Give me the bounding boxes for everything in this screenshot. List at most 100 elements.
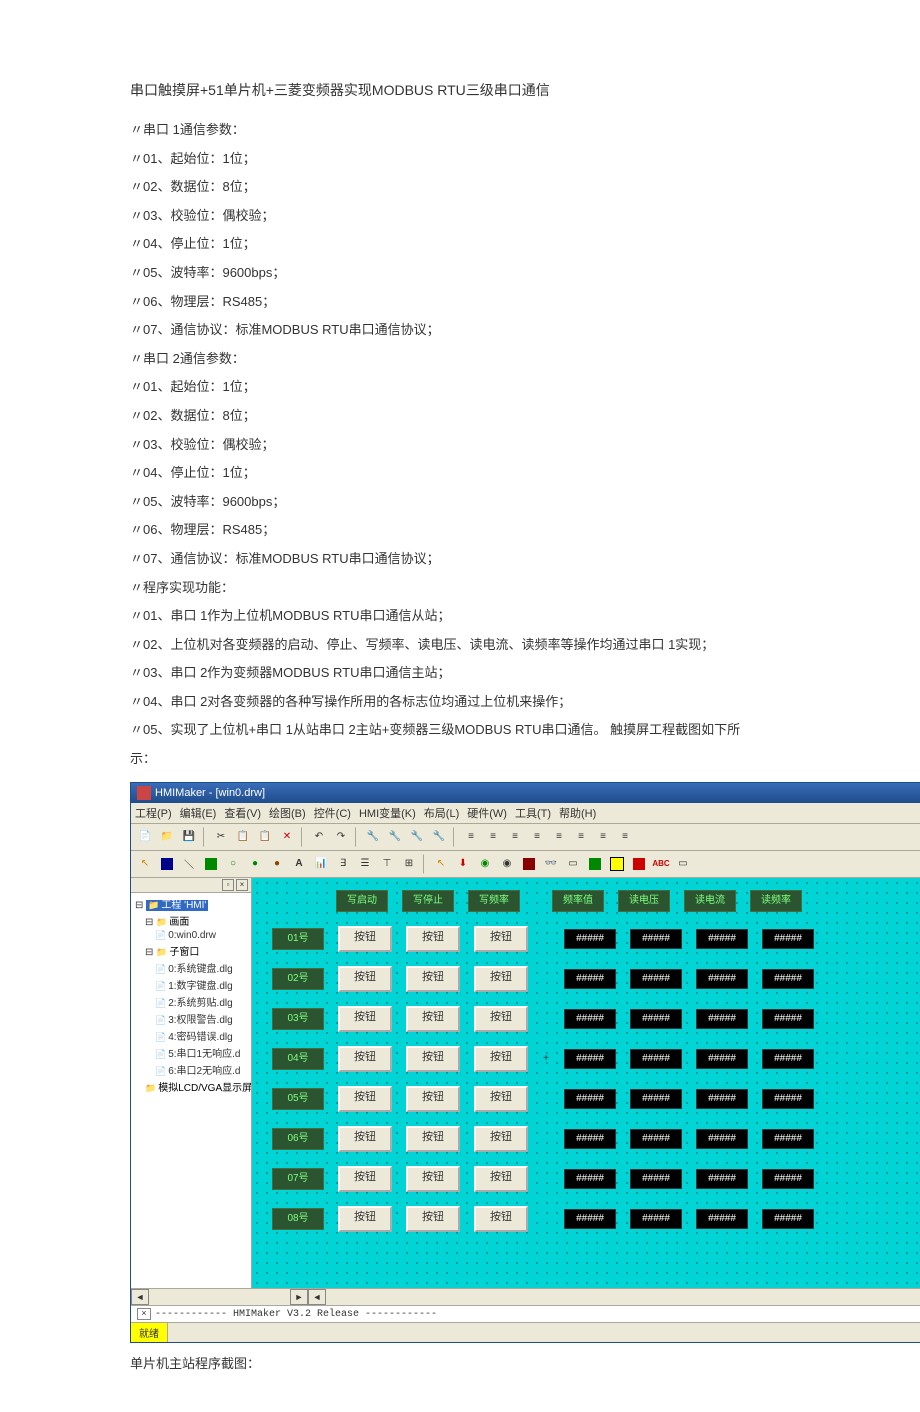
align-icon[interactable]: ≡: [483, 827, 503, 847]
tree-item[interactable]: 6:串口2无响应.d: [155, 1066, 240, 1077]
tool-icon[interactable]: 👓: [541, 854, 561, 874]
rect-icon[interactable]: [629, 854, 649, 874]
text-icon[interactable]: A: [289, 854, 309, 874]
tool-icon[interactable]: ⊤: [377, 854, 397, 874]
tree-item[interactable]: 0:系统键盘.dlg: [155, 964, 233, 975]
button-widget[interactable]: 按钮: [338, 966, 392, 992]
scroll-right-icon[interactable]: ►: [290, 1289, 308, 1305]
tree-pin-icon[interactable]: ▫: [222, 879, 234, 891]
pointer-icon[interactable]: ↖: [135, 854, 155, 874]
button-widget[interactable]: 按钮: [474, 1206, 528, 1232]
tool-icon[interactable]: ∃: [333, 854, 353, 874]
button-widget[interactable]: 按钮: [338, 926, 392, 952]
tool-icon[interactable]: ▭: [563, 854, 583, 874]
scroll-left-icon[interactable]: ◄: [308, 1289, 326, 1305]
open-icon[interactable]: 📁: [157, 827, 177, 847]
menu-item[interactable]: 帮助(H): [559, 808, 596, 820]
menu-item[interactable]: 工具(T): [515, 808, 551, 820]
button-widget[interactable]: 按钮: [338, 1046, 392, 1072]
button-widget[interactable]: 按钮: [406, 1126, 460, 1152]
menu-item[interactable]: 控件(C): [314, 808, 351, 820]
tool-icon[interactable]: 🔧: [407, 827, 427, 847]
tool-icon[interactable]: ◉: [497, 854, 517, 874]
tree-close-icon[interactable]: ×: [236, 879, 248, 891]
button-widget[interactable]: 按钮: [474, 1086, 528, 1112]
circle-icon[interactable]: ●: [245, 854, 265, 874]
menubar[interactable]: 工程(P)编辑(E)查看(V)绘图(B)控件(C)HMI变量(K)布局(L)硬件…: [131, 803, 920, 824]
scroll-left-icon[interactable]: ◄: [131, 1289, 149, 1305]
tree-item[interactable]: 模拟LCD/VGA显示屏: [145, 1083, 252, 1094]
menu-item[interactable]: 硬件(W): [467, 808, 507, 820]
button-widget[interactable]: 按钮: [338, 1206, 392, 1232]
menu-item[interactable]: 绘图(B): [269, 808, 306, 820]
paste-icon[interactable]: 📋: [255, 827, 275, 847]
rect-icon[interactable]: [157, 854, 177, 874]
align-icon[interactable]: ≡: [571, 827, 591, 847]
delete-icon[interactable]: ✕: [277, 827, 297, 847]
undo-icon[interactable]: ↶: [309, 827, 329, 847]
rect-icon[interactable]: [585, 854, 605, 874]
align-icon[interactable]: ≡: [549, 827, 569, 847]
new-icon[interactable]: 📄: [135, 827, 155, 847]
align-icon[interactable]: ≡: [461, 827, 481, 847]
tool-icon[interactable]: 🔧: [385, 827, 405, 847]
output-close-icon[interactable]: ×: [137, 1308, 151, 1320]
rect-icon[interactable]: [201, 854, 221, 874]
button-widget[interactable]: 按钮: [474, 1046, 528, 1072]
tool-icon[interactable]: ◉: [475, 854, 495, 874]
button-widget[interactable]: 按钮: [406, 966, 460, 992]
button-widget[interactable]: 按钮: [406, 926, 460, 952]
tree-item[interactable]: 2:系统剪贴.dlg: [155, 998, 233, 1009]
align-icon[interactable]: ≡: [527, 827, 547, 847]
scrollbar-x[interactable]: ◄ ► ◄ ►: [131, 1288, 920, 1305]
tree-item[interactable]: 0:win0.drw: [155, 930, 216, 941]
project-tree[interactable]: ▫× ⊟ 工程 'HMI'⊟ 画面0:win0.drw⊟ 子窗口0:系统键盘.d…: [131, 878, 252, 1288]
button-widget[interactable]: 按钮: [406, 1006, 460, 1032]
button-widget[interactable]: 按钮: [474, 926, 528, 952]
tool-icon[interactable]: 🔧: [429, 827, 449, 847]
redo-icon[interactable]: ↷: [331, 827, 351, 847]
toolbar-1[interactable]: 📄 📁 💾 ✂ 📋 📋 ✕ ↶ ↷ 🔧 🔧 🔧 🔧 ≡ ≡ ≡ ≡ ≡ ≡ ≡ …: [131, 824, 920, 851]
menu-item[interactable]: 工程(P): [135, 808, 172, 820]
button-widget[interactable]: 按钮: [338, 1006, 392, 1032]
save-icon[interactable]: 💾: [179, 827, 199, 847]
rect-icon[interactable]: [607, 854, 627, 874]
tool-icon[interactable]: ⬇: [453, 854, 473, 874]
pointer-icon[interactable]: ↖: [431, 854, 451, 874]
button-widget[interactable]: 按钮: [338, 1126, 392, 1152]
align-icon[interactable]: ≡: [505, 827, 525, 847]
line-icon[interactable]: ＼: [179, 854, 199, 874]
menu-item[interactable]: 查看(V): [224, 808, 261, 820]
tool-icon[interactable]: 🔧: [363, 827, 383, 847]
button-widget[interactable]: 按钮: [474, 1166, 528, 1192]
cut-icon[interactable]: ✂: [211, 827, 231, 847]
tree-item[interactable]: 4:密码错误.dlg: [155, 1032, 233, 1043]
tool-icon[interactable]: ▭: [673, 854, 693, 874]
button-widget[interactable]: 按钮: [406, 1086, 460, 1112]
circle-icon[interactable]: ●: [267, 854, 287, 874]
design-canvas[interactable]: 写启动写停止写频率频率值读电压读电流读频率01号按钮按钮按钮##########…: [252, 878, 920, 1288]
tool-icon[interactable]: ☰: [355, 854, 375, 874]
tree-item[interactable]: 子窗口: [156, 947, 199, 958]
toolbar-2[interactable]: ↖ ＼ ○ ● ● A 📊 ∃ ☰ ⊤ ⊞ ↖ ⬇ ◉ ◉ 👓 ▭ ABC ▭: [131, 851, 920, 878]
tree-item[interactable]: 3:权限警告.dlg: [155, 1015, 233, 1026]
button-widget[interactable]: 按钮: [338, 1086, 392, 1112]
button-widget[interactable]: 按钮: [474, 1006, 528, 1032]
rect-icon[interactable]: [519, 854, 539, 874]
button-widget[interactable]: 按钮: [406, 1206, 460, 1232]
tree-item[interactable]: 画面: [156, 917, 189, 928]
tree-item[interactable]: 1:数字键盘.dlg: [155, 981, 233, 992]
chart-icon[interactable]: 📊: [311, 854, 331, 874]
tree-item[interactable]: 5:串口1无响应.d: [155, 1049, 240, 1060]
circle-icon[interactable]: ○: [223, 854, 243, 874]
copy-icon[interactable]: 📋: [233, 827, 253, 847]
button-widget[interactable]: 按钮: [474, 1126, 528, 1152]
button-widget[interactable]: 按钮: [474, 966, 528, 992]
button-widget[interactable]: 按钮: [338, 1166, 392, 1192]
button-widget[interactable]: 按钮: [406, 1166, 460, 1192]
button-widget[interactable]: 按钮: [406, 1046, 460, 1072]
menu-item[interactable]: 编辑(E): [180, 808, 217, 820]
align-icon[interactable]: ≡: [615, 827, 635, 847]
menu-item[interactable]: HMI变量(K): [359, 808, 416, 820]
abc-icon[interactable]: ABC: [651, 854, 671, 874]
